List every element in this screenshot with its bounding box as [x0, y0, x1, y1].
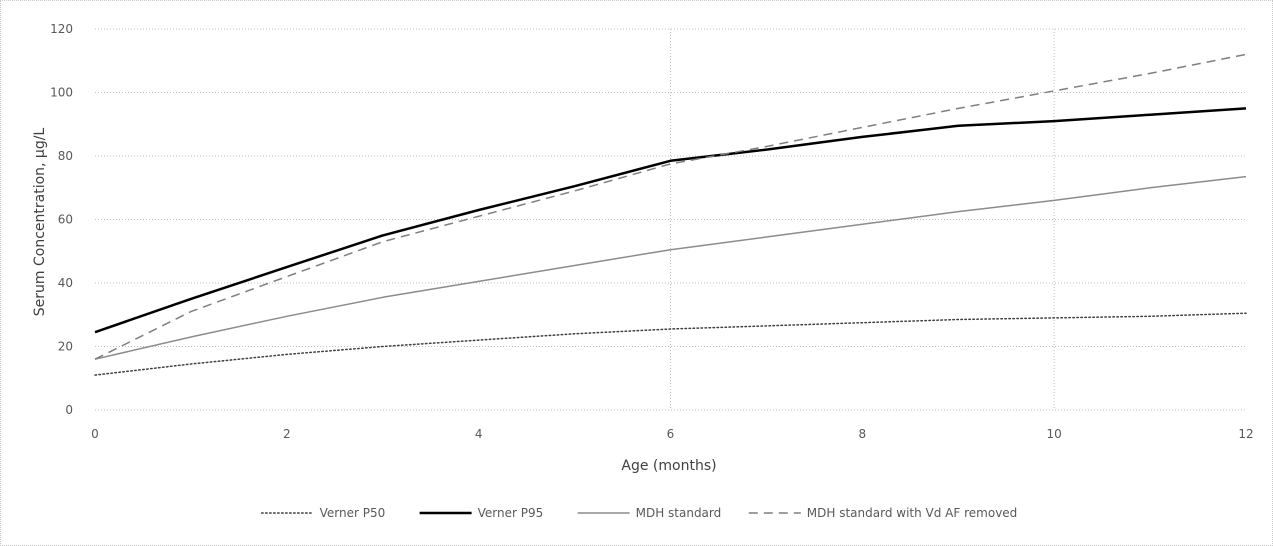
y-tick-label: 0 [65, 403, 73, 417]
grid-layer [95, 28, 1246, 411]
series-line-3 [94, 175, 1247, 360]
x-tick-label: 6 [667, 427, 675, 441]
y-tick-label: 20 [58, 340, 73, 354]
x-tick-label: 2 [283, 427, 291, 441]
y-tick-label: 80 [58, 149, 73, 163]
legend-label: MDH standard [636, 506, 722, 520]
series-line-1 [94, 312, 1247, 376]
y-tick-label: 100 [50, 86, 73, 100]
legend-label: Verner P50 [320, 506, 386, 520]
y-tick-label: 60 [58, 213, 73, 227]
x-tick-label: 0 [91, 427, 99, 441]
legend: Verner P50 Verner P95 MDH standard MDH stan… [260, 506, 1018, 520]
x-tick-label: 4 [475, 427, 483, 441]
legend-label: Verner P95 [478, 506, 544, 520]
y-tick-label: 40 [58, 276, 73, 290]
axis-layer: 0 20 40 60 80 100 120 0 2 4 6 8 10 12 [50, 22, 1254, 441]
x-axis-title: Age (months) [621, 458, 716, 474]
series-line-2 [94, 107, 1247, 334]
y-tick-label: 120 [50, 22, 73, 36]
x-tick-label: 10 [1047, 427, 1062, 441]
x-tick-label: 12 [1238, 427, 1253, 441]
legend-label: MDH standard with Vd AF removed [807, 506, 1018, 520]
series-layer [94, 53, 1247, 376]
y-axis-title: Serum Concentration, µg/L [32, 128, 48, 317]
x-tick-label: 8 [859, 427, 867, 441]
